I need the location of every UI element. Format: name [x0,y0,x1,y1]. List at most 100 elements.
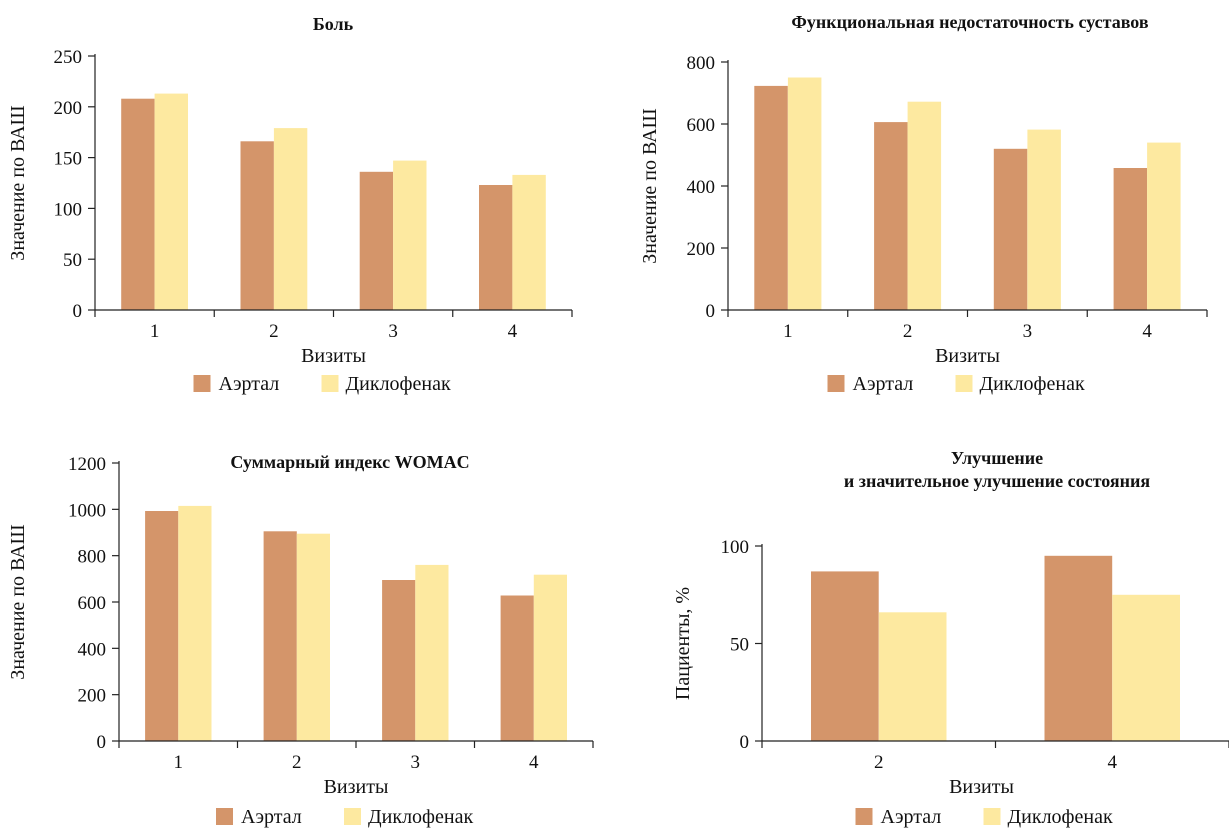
y-tick-label: 600 [687,115,716,136]
y-tick-label: 600 [78,593,107,614]
x-axis-label: Визиты [935,345,1000,367]
chart-title: Боль [313,14,354,34]
chart-title: Улучшение и значительное улучшение состоя… [844,448,1151,491]
y-tick-label: 200 [78,686,107,707]
bar-diclofenac-2 [296,533,330,741]
y-tick-label: 1000 [68,500,106,521]
x-tick-label: 2 [269,321,279,342]
legend-label-diclofenac: Диклофенак [1008,806,1113,828]
y-tick-label: 100 [721,537,750,558]
bar-diclofenac-4 [1147,142,1181,310]
chart-4: Улучшение и значительное улучшение состоя… [672,448,1229,828]
chart-title-line: Суммарный индекс WOMAC [230,452,469,472]
bar-diclofenac-4 [1112,594,1180,742]
legend-label-diclofenac: Диклофенак [980,373,1085,395]
bar-diclofenac-1 [154,93,188,310]
legend-label-aertal: Аэртал [219,373,280,395]
y-tick-label: 200 [687,239,716,260]
y-tick-label: 50 [63,250,82,271]
y-tick-label: 0 [97,732,107,753]
bar-diclofenac-3 [393,160,427,310]
bar-aertal-3 [359,171,394,310]
chart-title-line: Функциональная недостаточность суставов [791,12,1148,32]
chart-title: Суммарный индекс WOMAC [230,452,469,472]
legend-label-diclofenac: Диклофенак [346,373,451,395]
legend-swatch-aertal [827,375,845,392]
x-axis-label: Визиты [301,345,366,367]
x-tick-label: 2 [292,752,302,773]
legend-swatch-diclofenac [321,375,339,392]
bar-aertal-4 [500,595,534,741]
y-tick-label: 100 [54,199,83,220]
legend-swatch-aertal [193,375,211,392]
bar-diclofenac-2 [907,101,942,310]
legend-label-diclofenac: Диклофенак [368,806,473,828]
y-tick-label: 800 [687,53,716,74]
bar-aertal-4 [1113,168,1148,310]
legend: Аэртал Диклофенак [193,373,451,395]
y-axis-label: Значение по ВАШ [7,105,29,260]
y-axis-label: Пациенты, % [672,587,694,700]
y-tick-label: 50 [730,635,749,656]
x-tick-label: 2 [903,321,913,342]
bar-aertal-1 [121,98,155,310]
y-axis-label: Значение по ВАШ [7,524,29,679]
x-tick-label: 4 [1142,321,1152,342]
x-tick-label: 4 [529,752,539,773]
legend: Аэртал Диклофенак [855,806,1113,828]
y-tick-label: 1200 [68,454,106,475]
bar-aertal-3 [382,580,416,741]
chart-2: Функциональная недостаточность суставов 1… [639,12,1208,395]
x-tick-label: 1 [174,752,184,773]
y-tick-label: 150 [54,149,83,170]
bar-aertal-2 [811,571,879,741]
legend-label-aertal: Аэртал [881,806,942,828]
x-tick-label: 2 [874,752,884,773]
y-tick-label: 0 [73,301,83,322]
legend: Аэртал Диклофенак [827,373,1085,395]
y-tick-label: 200 [54,98,83,119]
chart-title: Функциональная недостаточность суставов [791,12,1148,32]
legend-swatch-diclofenac [344,808,361,825]
y-tick-label: 0 [706,301,716,322]
x-tick-label: 3 [1023,321,1033,342]
bar-diclofenac-4 [512,174,546,310]
legend-swatch-diclofenac [983,808,1001,825]
x-axis-label: Визиты [949,776,1014,798]
bar-aertal-2 [874,122,908,310]
bar-aertal-4 [1044,555,1113,742]
y-axis-label: Значение по ВАШ [639,108,661,263]
y-tick-label: 400 [78,639,107,660]
y-tick-label: 800 [78,547,107,568]
y-tick-label: 250 [54,47,83,68]
bar-diclofenac-1 [787,77,822,310]
x-tick-label: 4 [508,321,518,342]
chart-title-line: Боль [313,14,354,34]
legend-swatch-aertal [855,808,873,825]
chart-3: Суммарный индекс WOMAC 1 2 3 4 0 200 400 600 800 1… [7,452,594,828]
bar-aertal-3 [993,148,1028,310]
bar-aertal-2 [263,531,297,741]
bar-aertal-1 [145,511,179,741]
bar-diclofenac-3 [1027,129,1061,310]
bar-diclofenac-2 [878,612,947,741]
legend-label-aertal: Аэртал [241,806,302,828]
bar-diclofenac-1 [178,505,212,741]
x-tick-label: 1 [783,321,793,342]
legend-label-aertal: Аэртал [853,373,914,395]
x-tick-label: 3 [411,752,421,773]
chart-title-line: Улучшение [951,448,1043,468]
x-tick-label: 4 [1108,752,1118,773]
legend: Аэртал Диклофенак [216,806,473,828]
bar-aertal-2 [240,141,274,310]
y-tick-label: 0 [740,732,750,753]
bar-diclofenac-3 [415,564,449,741]
bar-aertal-1 [754,85,788,311]
x-tick-label: 3 [388,321,398,342]
x-axis-label: Визиты [324,776,389,798]
legend-swatch-diclofenac [955,375,973,392]
bar-aertal-4 [479,185,513,310]
chart-1: Боль 1 2 3 4 0 50 100 150 200 250 Визиты Значение по… [7,14,573,395]
legend-swatch-aertal [216,808,233,825]
x-tick-label: 1 [150,321,160,342]
